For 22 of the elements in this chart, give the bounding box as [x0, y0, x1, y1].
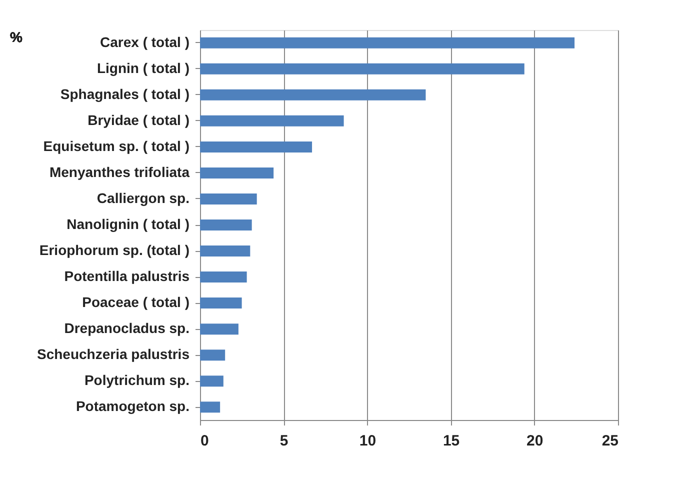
y-tick-label: Potentilla palustris [64, 268, 190, 284]
y-tick-label: Eriophorum sp. (total ) [39, 242, 190, 258]
y-tick-label: Lignin ( total ) [96, 60, 190, 76]
y-tick-label: Nanolignin ( total ) [66, 216, 190, 232]
y-axis-title: % [10, 29, 23, 45]
y-tick-label: Potamogeton sp. [76, 398, 190, 414]
y-tick-label: Scheuchzeria palustris [36, 346, 190, 362]
y-tick-label: Menyanthes trifoliata [49, 164, 190, 180]
y-tick-label: Sphagnales ( total ) [60, 86, 190, 102]
y-tick-label: Equisetum sp. ( total ) [43, 138, 190, 154]
y-tick-label: Polytrichum sp. [84, 372, 190, 388]
y-tick-label: Drepanocladus sp. [64, 320, 190, 336]
x-tick-label: 25 [602, 432, 618, 450]
x-tick-label: 5 [280, 432, 288, 450]
x-tick-label: 20 [526, 432, 544, 450]
y-tick-label: Calliergon sp. [96, 190, 190, 206]
y-tick-label: Poaceae ( total ) [82, 294, 190, 310]
x-tick-label: 0 [200, 432, 209, 450]
y-tick-label: Carex ( total ) [100, 34, 190, 50]
x-tick-label: 15 [442, 432, 460, 450]
y-tick-label: Bryidae ( total ) [88, 112, 190, 128]
x-tick-label: 10 [359, 432, 376, 450]
